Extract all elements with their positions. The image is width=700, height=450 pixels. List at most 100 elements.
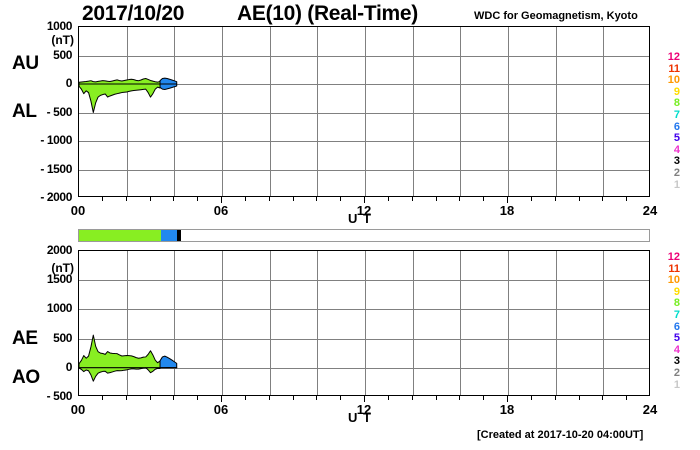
xtick-mark [626, 396, 628, 400]
al-axis-label: AL [12, 101, 37, 122]
gridline-vertical [460, 251, 462, 395]
gridline-vertical [174, 27, 176, 196]
xtick-label: 00 [70, 203, 86, 218]
legend-item-2: 2 [673, 166, 680, 179]
au-al-plot [78, 26, 650, 197]
xtick-mark [602, 197, 604, 201]
xtick-mark [530, 396, 532, 400]
xtick-label: 12 [356, 402, 372, 417]
xtick-label: 00 [70, 402, 86, 417]
creation-timestamp: [Created at 2017-10-20 04:00UT] [477, 429, 644, 441]
legend-item-8: 8 [673, 297, 680, 310]
au-axis-label: AU [12, 53, 39, 74]
data-trace-layer [79, 77, 178, 113]
xtick-mark [578, 396, 580, 400]
gridline-horizontal [79, 280, 649, 282]
gridline-vertical [269, 27, 271, 196]
legend-item-7: 7 [673, 108, 680, 121]
xtick-mark [292, 197, 294, 201]
legend-item-6: 6 [673, 120, 680, 133]
xtick-mark [435, 396, 437, 400]
ae-ao-plot [78, 250, 650, 396]
ae-axis-label: AE [12, 328, 38, 349]
gridline-vertical [317, 251, 319, 395]
gridline-vertical [603, 251, 605, 395]
coverage-segment-provisional-green-1 [79, 230, 124, 241]
coverage-segment-current-marker [177, 230, 181, 241]
station-count-legend-bottom: 12 11 10 9 8 7 6 5 4 3 2 1 [658, 251, 680, 391]
gridline-vertical [460, 27, 462, 196]
ytick-label: - 500 [46, 389, 73, 403]
xtick-mark [173, 197, 175, 201]
xtick-mark [268, 396, 270, 400]
gridline-horizontal [79, 55, 649, 57]
xtick-mark [149, 396, 151, 400]
legend-item-1: 1 [673, 178, 680, 191]
xtick-mark [578, 197, 580, 201]
series-ae [79, 334, 161, 369]
xtick-mark [411, 197, 413, 201]
plot-date: 2017/10/20 [82, 2, 185, 25]
gridline-horizontal [79, 141, 649, 142]
au-al-unit-label: (nT) [51, 33, 74, 47]
series-al [79, 83, 161, 113]
coverage-segment-realtime-blue [161, 230, 178, 241]
gridline-vertical [555, 251, 557, 395]
legend-item-4: 4 [673, 143, 680, 156]
au-al-xaxis-label: U T [348, 211, 372, 226]
legend-item-3: 3 [673, 355, 680, 368]
gridline-vertical [412, 251, 414, 395]
legend-item-1: 1 [673, 378, 680, 391]
xtick-mark [483, 396, 485, 400]
gridline-vertical [508, 251, 509, 395]
xtick-mark [340, 396, 342, 400]
xtick-mark [149, 197, 151, 201]
legend-item-10: 10 [667, 74, 680, 87]
xtick-mark [197, 396, 199, 400]
gridline-vertical [603, 27, 605, 196]
legend-item-11: 11 [668, 262, 680, 275]
legend-item-9: 9 [673, 85, 680, 98]
xtick-mark [221, 396, 222, 402]
gridline-vertical [174, 251, 176, 395]
ytick-label: - 1500 [40, 161, 72, 176]
xtick-mark [435, 197, 437, 201]
xtick-mark [483, 197, 485, 201]
xtick-label: 24 [642, 402, 658, 417]
xtick-mark [459, 396, 461, 400]
xtick-mark [626, 197, 628, 201]
xtick-mark [101, 197, 103, 201]
xtick-mark [364, 396, 365, 402]
data-coverage-bar [78, 229, 650, 242]
gridline-vertical [365, 27, 366, 196]
gridline-vertical [269, 251, 271, 395]
gridline-vertical [126, 27, 128, 196]
xtick-label: 18 [499, 402, 515, 417]
legend-item-12: 12 [667, 51, 680, 63]
ytick-label: - 1000 [40, 133, 72, 147]
page-title: AE(10) (Real-Time) [237, 2, 418, 25]
xtick-mark [507, 197, 508, 203]
xtick-label: 06 [213, 402, 229, 417]
xtick-mark [197, 197, 199, 201]
xtick-mark [387, 197, 389, 201]
gridline-vertical [126, 251, 128, 395]
data-trace-layer [79, 334, 178, 382]
gridline-vertical [412, 27, 414, 196]
data-center-credit: WDC for Geomagnetism, Kyoto [474, 10, 638, 22]
xtick-mark [173, 396, 175, 400]
series-au-realtime [159, 77, 178, 85]
xtick-mark [602, 396, 604, 400]
xtick-label: 12 [356, 203, 372, 218]
xtick-label: 06 [213, 203, 229, 218]
xtick-mark [101, 396, 103, 400]
gridline-horizontal [79, 367, 649, 369]
ytick-label: 2000 [46, 243, 73, 257]
xtick-mark [459, 197, 461, 201]
xtick-mark [268, 197, 270, 201]
xtick-mark [125, 197, 127, 201]
xtick-mark [554, 197, 556, 201]
gridline-horizontal [79, 309, 649, 311]
gridline-horizontal [79, 84, 649, 85]
station-count-legend-top: 12 11 10 9 8 7 6 5 4 3 2 1 [658, 51, 680, 191]
